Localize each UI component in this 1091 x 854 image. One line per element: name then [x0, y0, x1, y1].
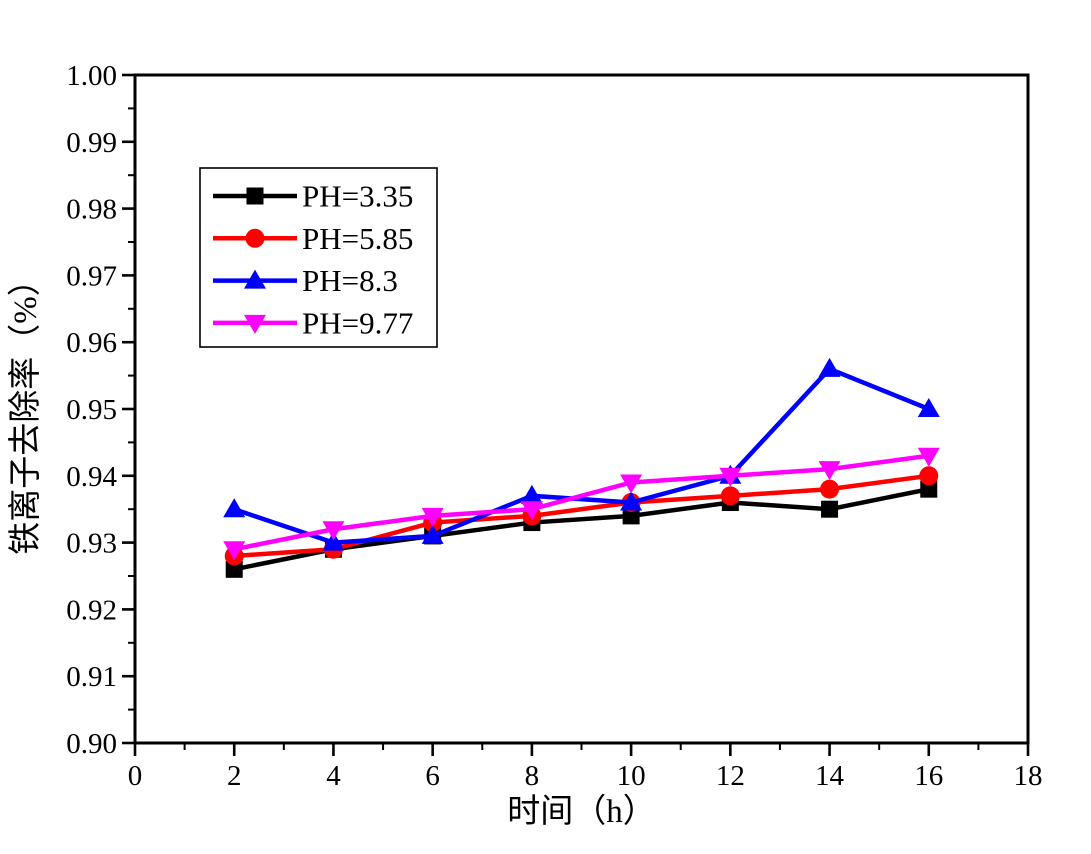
- y-tick-label: 0.98: [66, 194, 117, 226]
- legend-entry: PH=9.77: [213, 305, 413, 340]
- legend-marker: [246, 187, 264, 205]
- x-axis-title: 时间（h）: [507, 794, 656, 830]
- y-tick-label: 0.96: [66, 327, 117, 359]
- data-point-marker: [919, 466, 939, 486]
- legend-label: PH=5.85: [302, 221, 413, 256]
- x-tick-label: 0: [128, 760, 143, 792]
- legend-marker: [244, 269, 266, 289]
- data-point-marker: [917, 447, 940, 467]
- plot-frame: [133, 73, 1030, 745]
- legend-label: PH=3.35: [302, 179, 413, 214]
- y-tick-label: 0.94: [66, 461, 117, 493]
- data-point-marker: [520, 484, 543, 504]
- legend-marker: [244, 314, 266, 334]
- data-point-marker: [818, 461, 841, 481]
- legend: PH=3.35 PH=5.85 PH=8.3 PH=9.77: [199, 167, 438, 348]
- data-point-marker: [917, 398, 940, 417]
- legend-marker: [245, 228, 265, 248]
- data-point-marker: [821, 500, 839, 518]
- x-tick-label: 8: [525, 760, 540, 792]
- y-tick-label: 0.97: [66, 260, 117, 292]
- series-line: [234, 473, 930, 559]
- y-tick-label: 0.95: [66, 394, 117, 426]
- series-ph-8.3: [223, 357, 940, 551]
- data-point-marker: [322, 521, 345, 541]
- data-point-marker: [223, 498, 246, 518]
- data-point-marker: [620, 491, 643, 511]
- data-point-marker: [720, 486, 740, 506]
- y-axis-title: 铁离子去除率（%）: [7, 263, 44, 555]
- y-tick-label: 0.99: [66, 127, 117, 159]
- x-tick-label: 6: [425, 760, 440, 792]
- data-point-marker: [421, 507, 444, 527]
- x-tick-label: 14: [815, 760, 845, 792]
- series-ph-9.77: [223, 447, 940, 561]
- data-point-marker: [818, 357, 841, 377]
- y-tick-label: 0.92: [66, 594, 117, 626]
- series-line: [233, 453, 930, 552]
- y-tick-label: 0.93: [66, 528, 117, 560]
- x-tick-label: 10: [617, 760, 646, 792]
- x-tick-label: 16: [914, 760, 943, 792]
- series-line: [233, 366, 930, 545]
- data-point-marker: [920, 480, 938, 498]
- y-tick-label: 0.91: [66, 661, 117, 693]
- legend-label: PH=8.3: [302, 263, 398, 298]
- data-point-marker: [620, 474, 643, 494]
- legend-entry: PH=8.3: [213, 263, 398, 298]
- legend-entry: PH=3.35: [213, 179, 413, 214]
- data-point-marker: [719, 467, 742, 487]
- x-tick-label: 2: [227, 760, 242, 792]
- x-tick-label: 18: [1014, 760, 1043, 792]
- legend-label: PH=9.77: [302, 305, 413, 340]
- data-point-marker: [622, 507, 640, 525]
- data-point-marker: [225, 560, 243, 578]
- y-tick-label: 0.90: [66, 728, 117, 760]
- data-point-marker: [322, 531, 345, 551]
- data-point-marker: [421, 524, 444, 544]
- x-tick-label: 12: [716, 760, 745, 792]
- data-point-marker: [820, 479, 840, 499]
- x-tick-label: 4: [326, 760, 341, 792]
- legend-entry: PH=5.85: [213, 221, 413, 256]
- data-point-marker: [520, 501, 543, 521]
- y-tick-label: 1.00: [66, 60, 117, 92]
- data-point-marker: [223, 541, 246, 561]
